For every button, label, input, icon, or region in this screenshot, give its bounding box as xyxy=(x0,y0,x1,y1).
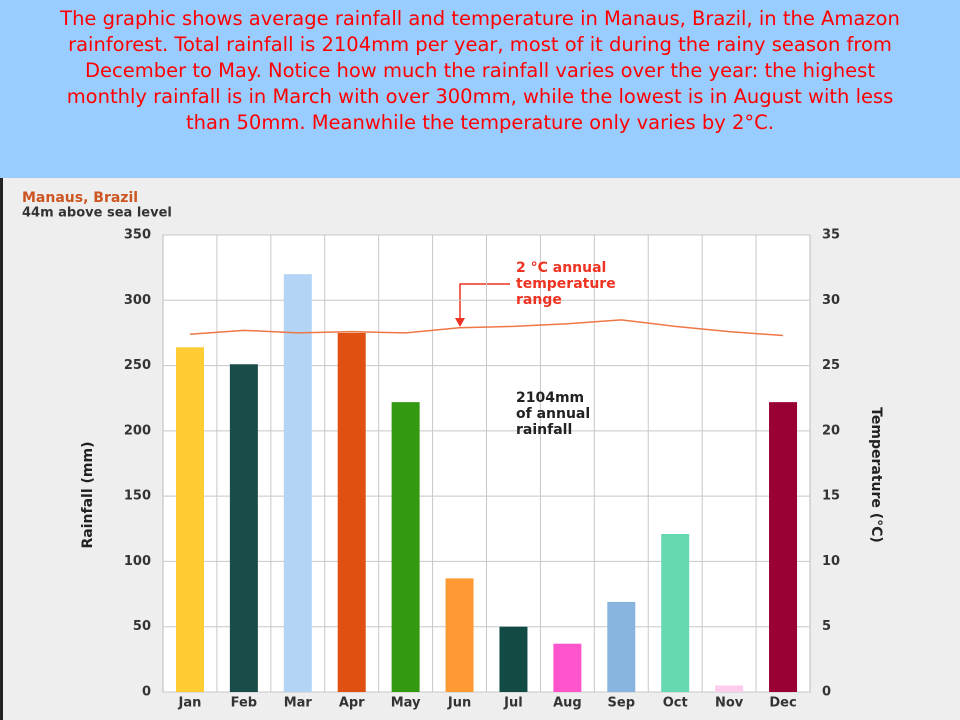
temperature-line xyxy=(189,319,784,337)
x-tick-label: Nov xyxy=(715,696,744,711)
edge xyxy=(0,178,3,720)
chart-subtitle: 44m above sea level xyxy=(22,206,172,221)
annotation: rainfall xyxy=(516,422,572,438)
x-tick-label: Dec xyxy=(769,696,796,711)
annotation: 2104mm xyxy=(516,390,584,406)
bar xyxy=(283,274,312,692)
x-tick-label: Jan xyxy=(178,696,202,711)
y-tick-label: 150 xyxy=(124,489,151,504)
y-axis-label: Rainfall (mm) xyxy=(80,442,96,549)
caption: The graphic shows average rainfall and t… xyxy=(60,7,900,134)
x-tick-label: May xyxy=(391,696,421,711)
y2-tick-label: 5 xyxy=(822,619,831,634)
y2-tick-label: 25 xyxy=(822,358,840,373)
y2-axis-label: Temperature (°C) xyxy=(868,407,884,543)
bar xyxy=(499,626,528,692)
annotation-arrow xyxy=(459,283,510,322)
y-tick-label: 50 xyxy=(133,619,151,634)
y2-tick-label: 10 xyxy=(822,554,840,569)
x-tick-label: Mar xyxy=(284,696,313,711)
bar xyxy=(175,347,204,692)
bar xyxy=(229,364,258,692)
y-tick-label: 300 xyxy=(124,293,151,308)
x-tick-label: Aug xyxy=(553,696,582,711)
bar xyxy=(553,643,582,692)
y-tick-label: 200 xyxy=(124,423,151,438)
y2-tick-label: 35 xyxy=(822,228,840,243)
annotation: range xyxy=(516,292,562,308)
x-tick-label: Apr xyxy=(339,696,365,711)
x-tick-label: Feb xyxy=(231,696,257,711)
bar xyxy=(769,402,798,692)
chart-title: Manaus, Brazil xyxy=(22,190,138,206)
y2-tick-label: 20 xyxy=(822,423,840,438)
y-tick-label: 100 xyxy=(124,554,151,569)
annotation: 2 °C annual xyxy=(516,260,606,276)
y-tick-label: 350 xyxy=(124,228,151,243)
y2-tick-label: 0 xyxy=(822,685,831,700)
y2-tick-label: 15 xyxy=(822,489,840,504)
caption-band xyxy=(0,0,960,178)
annotation: temperature xyxy=(516,276,616,292)
bar xyxy=(715,685,744,692)
x-tick-label: Jun xyxy=(447,696,471,711)
x-tick-label: Oct xyxy=(663,696,688,711)
x-tick-label: Jul xyxy=(503,696,523,711)
annotation: of annual xyxy=(516,406,590,422)
y-tick-label: 0 xyxy=(142,685,151,700)
bar xyxy=(337,332,366,692)
y-tick-label: 250 xyxy=(124,358,151,373)
bar xyxy=(607,601,636,692)
bar xyxy=(445,578,474,692)
bar xyxy=(661,534,690,692)
bar xyxy=(391,402,420,692)
x-tick-label: Sep xyxy=(608,696,636,711)
arrow-head xyxy=(455,318,465,327)
y2-tick-label: 30 xyxy=(822,293,840,308)
